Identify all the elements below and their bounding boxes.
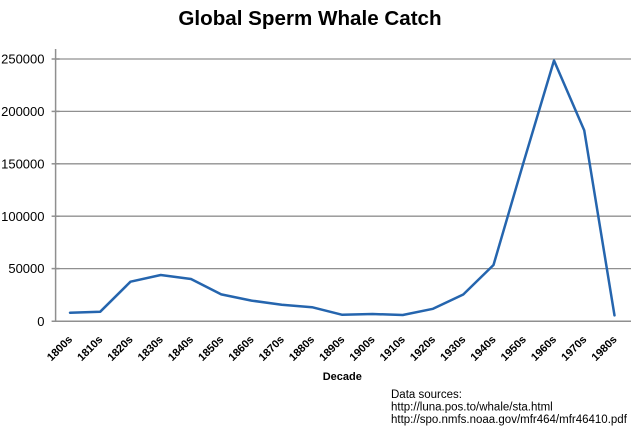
svg-text:Global Sperm Whale Catch: Global Sperm Whale Catch bbox=[178, 7, 441, 30]
svg-text:100000: 100000 bbox=[1, 209, 44, 224]
svg-text:http://luna.pos.to/whale/sta.h: http://luna.pos.to/whale/sta.html bbox=[391, 402, 553, 414]
svg-text:Decade: Decade bbox=[323, 371, 362, 383]
svg-text:50000: 50000 bbox=[8, 261, 44, 276]
svg-text:0: 0 bbox=[37, 314, 44, 329]
svg-text:Data sources:: Data sources: bbox=[391, 389, 462, 401]
svg-text:250000: 250000 bbox=[1, 52, 44, 67]
svg-text:200000: 200000 bbox=[1, 104, 44, 119]
svg-text:http://spo.nmfs.noaa.gov/mfr46: http://spo.nmfs.noaa.gov/mfr464/mfr46410… bbox=[391, 414, 628, 426]
svg-text:150000: 150000 bbox=[1, 156, 44, 171]
